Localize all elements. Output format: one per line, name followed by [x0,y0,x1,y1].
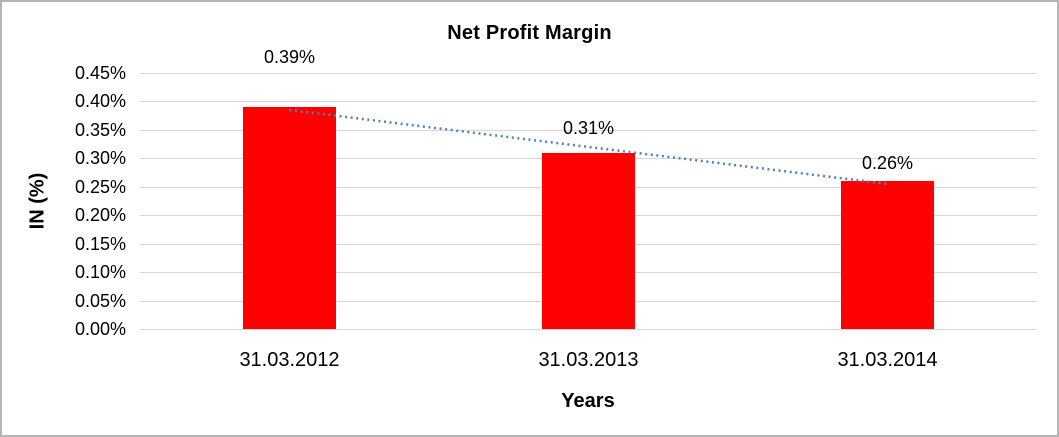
y-tick-label: 0.10% [74,262,126,283]
y-tick-label: 0.40% [74,91,126,112]
gridline [140,73,1037,74]
gridline [140,329,1037,330]
x-axis-title: Years [561,390,615,412]
data-label: 0.39% [263,47,316,67]
gridline [140,101,1037,103]
bar-31.03.2012 [243,107,336,329]
y-tick-label: 0.05% [74,290,126,311]
data-label: 0.31% [562,118,615,138]
x-tick-label: 31.03.2014 [837,349,938,371]
plot-area [140,73,1037,330]
y-tick-label: 0.30% [74,148,126,169]
chart-title: Net Profit Margin [447,22,612,44]
y-tick-label: 0.45% [74,63,126,83]
y-tick-label: 0.25% [74,176,126,197]
x-tick-label: 31.03.2013 [538,349,639,371]
bar-31.03.2014 [841,181,934,329]
y-tick-label: 0.00% [74,319,126,339]
bar-31.03.2013 [542,152,635,329]
data-label: 0.26% [861,153,914,173]
y-tick-label: 0.35% [74,119,126,140]
y-tick-label: 0.20% [74,205,126,226]
y-tick-label: 0.15% [74,233,126,254]
x-tick-label: 31.03.2012 [239,349,340,371]
